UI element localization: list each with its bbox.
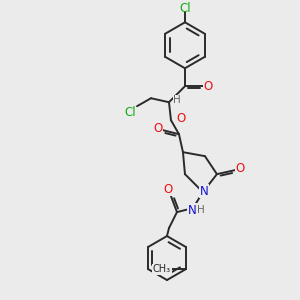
Text: H: H [173,95,181,105]
Text: CH₃: CH₃ [153,264,171,274]
Text: O: O [164,183,172,196]
Text: Cl: Cl [179,2,191,15]
Text: O: O [176,112,186,125]
Text: N: N [188,204,196,217]
Text: O: O [235,162,244,175]
Text: N: N [200,184,208,198]
Text: O: O [203,80,213,93]
Text: Cl: Cl [124,106,136,119]
Text: O: O [153,122,163,135]
Text: H: H [197,205,205,215]
